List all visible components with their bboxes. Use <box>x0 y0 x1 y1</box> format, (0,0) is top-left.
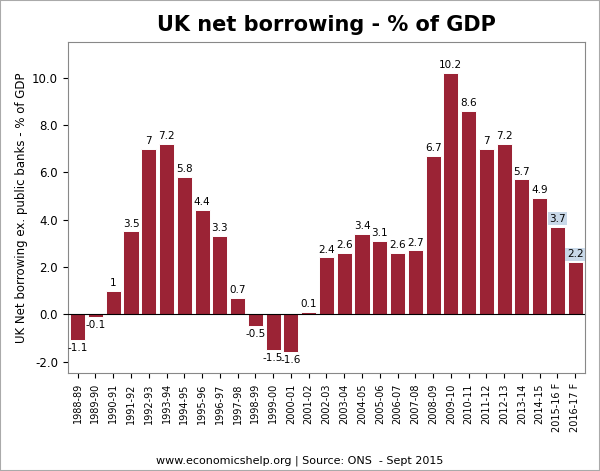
Bar <box>568 262 583 314</box>
Bar <box>230 298 245 314</box>
Bar <box>408 251 423 314</box>
Text: 2.7: 2.7 <box>407 237 424 248</box>
Bar <box>141 149 156 314</box>
Bar <box>159 144 174 314</box>
Title: UK net borrowing - % of GDP: UK net borrowing - % of GDP <box>157 15 496 35</box>
Text: 1: 1 <box>110 278 116 288</box>
Text: 7: 7 <box>145 136 152 146</box>
Text: 6.7: 6.7 <box>425 143 442 153</box>
Bar <box>106 291 121 314</box>
Text: 3.4: 3.4 <box>353 221 370 231</box>
Text: 3.1: 3.1 <box>371 228 388 238</box>
Text: -1.6: -1.6 <box>281 355 301 365</box>
Text: 10.2: 10.2 <box>439 60 463 70</box>
Bar <box>355 234 370 314</box>
Bar <box>194 210 209 314</box>
Bar <box>425 156 440 314</box>
Text: 8.6: 8.6 <box>460 98 477 108</box>
Text: 5.8: 5.8 <box>176 164 193 174</box>
Bar <box>212 236 227 314</box>
Bar <box>319 258 334 314</box>
Bar <box>514 179 529 314</box>
Text: 3.3: 3.3 <box>212 223 228 233</box>
Bar <box>532 198 547 314</box>
Text: 3.7: 3.7 <box>549 214 566 224</box>
Bar <box>497 144 512 314</box>
Bar <box>70 314 85 341</box>
Text: 0.7: 0.7 <box>229 285 246 295</box>
Bar <box>479 149 494 314</box>
Text: 2.6: 2.6 <box>389 240 406 250</box>
Bar <box>372 241 388 314</box>
Text: -0.5: -0.5 <box>245 329 265 339</box>
Text: 4.4: 4.4 <box>194 197 211 207</box>
Text: -0.1: -0.1 <box>85 319 106 330</box>
Bar <box>443 73 458 314</box>
Text: 2.4: 2.4 <box>318 244 335 255</box>
Bar <box>337 253 352 314</box>
Text: 7: 7 <box>483 136 490 146</box>
Text: -1.5: -1.5 <box>263 353 283 363</box>
Bar <box>461 111 476 314</box>
Bar <box>177 177 192 314</box>
Bar <box>248 314 263 326</box>
Text: 7.2: 7.2 <box>158 131 175 141</box>
Text: 0.1: 0.1 <box>301 299 317 309</box>
Text: 2.6: 2.6 <box>336 240 353 250</box>
Bar <box>390 253 405 314</box>
Text: 7.2: 7.2 <box>496 131 512 141</box>
Y-axis label: UK Net borrowing ex. public banks - % of GDP: UK Net borrowing ex. public banks - % of… <box>15 73 28 343</box>
Bar <box>301 312 316 314</box>
Text: 2.2: 2.2 <box>567 249 584 260</box>
Text: www.economicshelp.org | Source: ONS  - Sept 2015: www.economicshelp.org | Source: ONS - Se… <box>157 456 443 466</box>
Text: 3.5: 3.5 <box>122 219 139 228</box>
Bar <box>283 314 298 352</box>
Bar <box>124 231 139 314</box>
Bar <box>266 314 281 350</box>
Text: 4.9: 4.9 <box>532 186 548 195</box>
Text: -1.1: -1.1 <box>67 343 88 353</box>
Text: 5.7: 5.7 <box>514 167 530 177</box>
Bar <box>550 227 565 314</box>
Bar <box>88 314 103 317</box>
